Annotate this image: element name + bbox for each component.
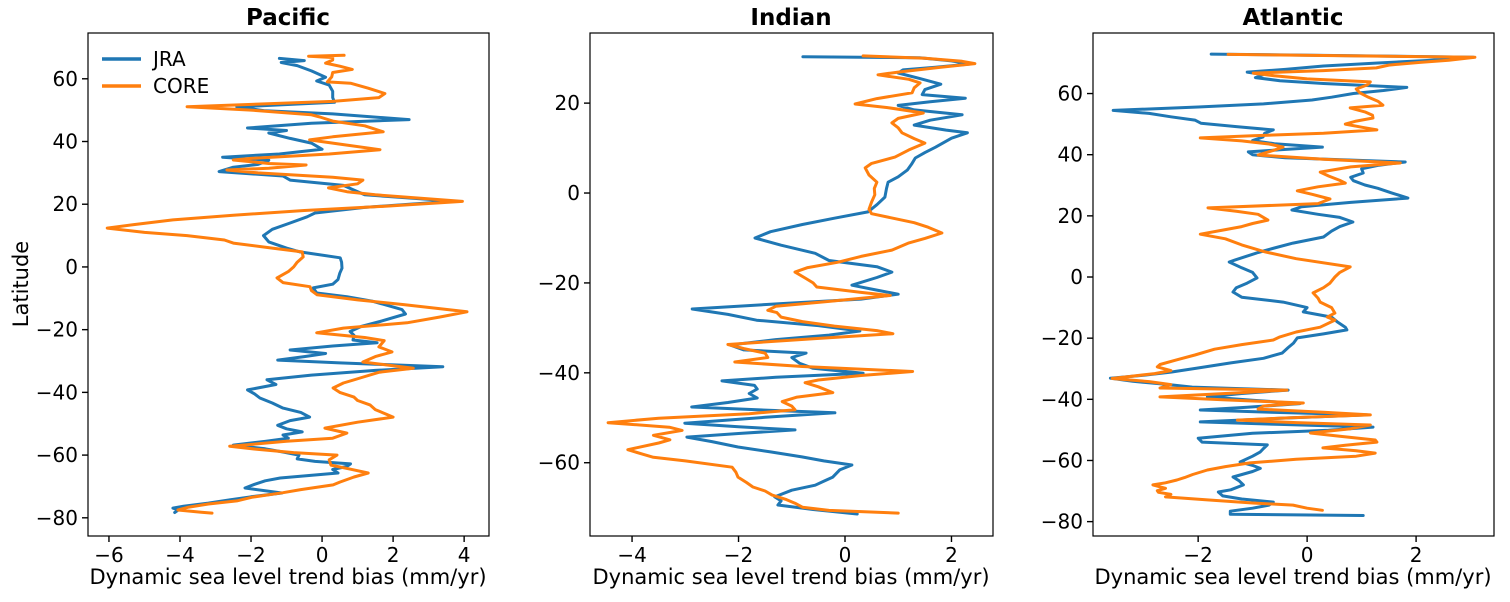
y-tick-label: −20 [1041, 326, 1083, 350]
x-tick-label: −2 [236, 543, 265, 567]
y-tick-label: 0 [1070, 265, 1083, 289]
y-tick-label: −40 [538, 361, 580, 385]
y-tick-label: −60 [1041, 448, 1083, 472]
panel-title-indian: Indian [750, 5, 831, 31]
x-tick-label: 0 [1301, 543, 1314, 567]
panel-indian: Indian Dynamic sea level trend bias (mm/… [538, 5, 994, 589]
y-tick-label: −60 [36, 443, 78, 467]
core-line-pacific [105, 53, 469, 515]
panel-atlantic: Atlantic Dynamic sea level trend bias (m… [1041, 5, 1495, 589]
x-tick-label: 2 [1410, 543, 1423, 567]
y-tick-label: −20 [36, 318, 78, 342]
axes-frame [87, 32, 490, 537]
x-tick-label: 2 [945, 543, 958, 567]
y-tick-label: 20 [53, 192, 78, 216]
y-tick-label: 60 [1058, 82, 1083, 106]
core-line-indian [606, 54, 977, 515]
x-tick-label: −2 [724, 543, 753, 567]
y-tick-label: −60 [538, 451, 580, 475]
jra-line-indian [683, 55, 972, 516]
y-axis-label-latitude: Latitude [9, 241, 33, 327]
x-axis-label-indian: Dynamic sea level trend bias (mm/yr) [592, 565, 989, 589]
legend: JRA CORE [102, 47, 209, 98]
axes-frame [589, 32, 994, 537]
x-tick-label: −6 [94, 543, 123, 567]
axes-frame [1092, 32, 1495, 537]
panel-title-atlantic: Atlantic [1242, 5, 1343, 31]
x-tick-label: 0 [839, 543, 852, 567]
x-tick-label: −2 [1183, 543, 1212, 567]
x-tick-label: 2 [387, 543, 400, 567]
y-tick-label: 40 [1058, 143, 1083, 167]
y-tick-label: 40 [53, 130, 78, 154]
y-tick-label: −40 [36, 380, 78, 404]
jra-line-pacific [171, 56, 455, 514]
y-tick-label: 0 [65, 255, 78, 279]
jra-line-atlantic [1108, 52, 1475, 517]
x-tick-label: 0 [316, 543, 329, 567]
x-tick-label: −4 [165, 543, 194, 567]
y-tick-label: 0 [567, 181, 580, 205]
y-tick-label: −40 [1041, 387, 1083, 411]
y-tick-label: 20 [555, 91, 580, 115]
y-tick-label: −80 [36, 506, 78, 530]
panel-title-pacific: Pacific [246, 5, 330, 31]
x-axis-label-atlantic: Dynamic sea level trend bias (mm/yr) [1094, 565, 1491, 589]
x-tick-label: 4 [458, 543, 471, 567]
x-tick-label: −4 [617, 543, 646, 567]
legend-label-core: CORE [153, 74, 209, 98]
y-tick-label: 20 [1058, 204, 1083, 228]
y-tick-label: 60 [53, 67, 78, 91]
y-tick-label: −20 [538, 271, 580, 295]
core-line-atlantic [1110, 52, 1477, 512]
y-tick-label: −80 [1041, 510, 1083, 534]
panel-pacific: Pacific Dynamic sea level trend bias (mm… [9, 5, 490, 589]
legend-label-jra: JRA [151, 47, 186, 71]
x-axis-label-pacific: Dynamic sea level trend bias (mm/yr) [89, 565, 486, 589]
